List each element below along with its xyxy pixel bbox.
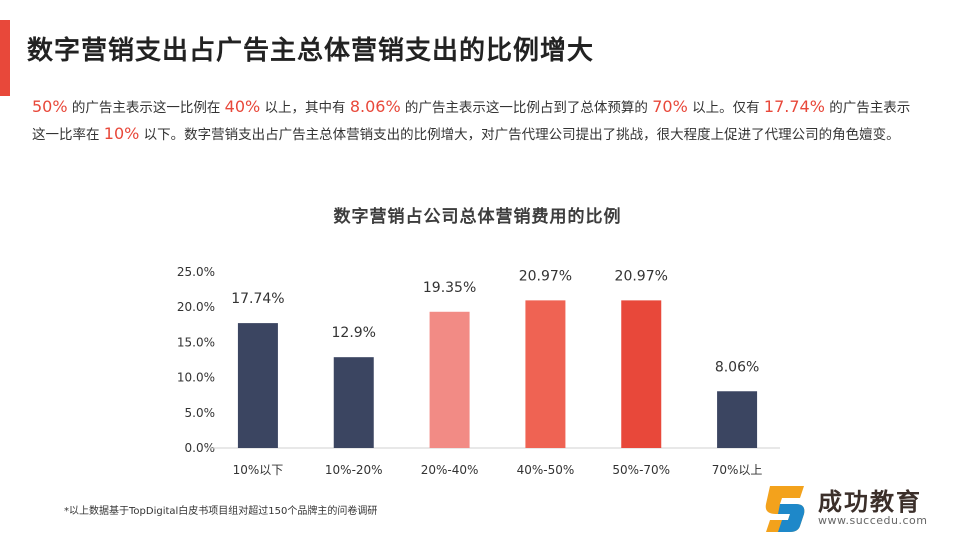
bar-value-label: 12.9%	[332, 325, 376, 341]
bar-value-label: 19.35%	[423, 280, 476, 296]
description-highlight: 70%	[652, 97, 688, 116]
y-tick-label: 10.0%	[177, 371, 215, 385]
bar-value-label: 17.74%	[231, 291, 284, 307]
logo-name: 成功教育	[818, 488, 922, 516]
bar-value-label: 8.06%	[715, 359, 759, 375]
description-highlight: 10%	[103, 124, 140, 143]
logo-url: www.succedu.com	[818, 514, 928, 527]
page-title: 数字营销支出占广告主总体营销支出的比例增大	[27, 36, 595, 66]
description-text: 以下。数字营销支出占广告主总体营销支出的比例增大，对广告代理公司提出了挑战，很大…	[139, 127, 900, 143]
title-accent-bar	[0, 20, 10, 96]
chart-title: 数字营销占公司总体营销费用的比例	[333, 207, 622, 227]
x-tick-label: 10%-20%	[325, 463, 383, 477]
x-tick-label: 70%以上	[712, 463, 763, 477]
x-tick-label: 10%以下	[233, 463, 284, 477]
y-tick-label: 5.0%	[185, 406, 216, 420]
bar	[237, 323, 278, 448]
description-highlight: 50%	[32, 97, 68, 116]
description-text: 的广告主表示这一比例在	[67, 100, 225, 116]
y-tick-label: 15.0%	[177, 335, 215, 349]
description-text: 的广告主表示这一比例占到了总体预算的	[400, 100, 653, 116]
x-tick-label: 40%-50%	[517, 463, 575, 477]
brand-logo: 成功教育 www.succedu.com	[760, 478, 955, 537]
description-highlight: 17.74%	[763, 97, 825, 116]
logo-mark-icon	[765, 486, 805, 532]
description-highlight: 40%	[224, 97, 261, 116]
bar	[429, 311, 470, 448]
bar	[333, 357, 374, 448]
x-tick-label: 20%-40%	[421, 463, 479, 477]
description-highlight: 8.06%	[349, 97, 401, 116]
y-tick-label: 0.0%	[185, 441, 216, 455]
y-tick-label: 25.0%	[177, 265, 215, 279]
y-tick-label: 20.0%	[177, 300, 215, 314]
x-tick-label: 50%-70%	[612, 463, 670, 477]
description-text: 的广告主表示这一比率在	[32, 100, 911, 143]
description-text: 以上，其中有	[260, 100, 350, 116]
bar	[717, 391, 758, 448]
description-paragraph: 50% 的广告主表示这一比例在 40% 以上，其中有 8.06% 的广告主表示这…	[32, 94, 912, 148]
bar	[525, 300, 566, 448]
footnote: *以上数据基于TopDigital白皮书项目组对超过150个品牌主的问卷调研	[64, 506, 378, 517]
bar	[621, 300, 662, 448]
description-text: 以上。仅有	[687, 100, 764, 116]
bar-value-label: 20.97%	[519, 268, 572, 284]
bar-value-label: 20.97%	[615, 268, 668, 284]
